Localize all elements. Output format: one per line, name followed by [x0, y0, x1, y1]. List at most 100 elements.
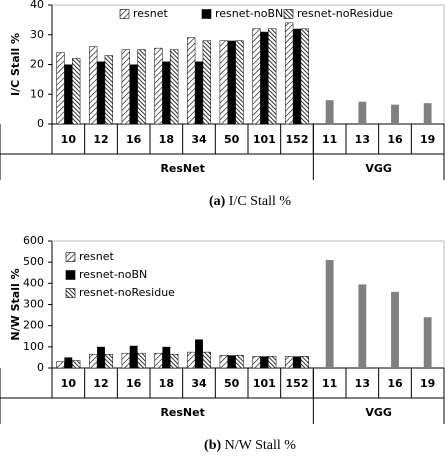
legend-swatch: [119, 9, 130, 19]
bar: [391, 291, 399, 368]
y-tick-label: 500: [23, 255, 44, 268]
caption: (b) N/W Stall %: [204, 438, 296, 453]
bar: [235, 355, 244, 369]
x-tick-label: 152: [286, 133, 309, 146]
bar: [72, 360, 81, 369]
bar: [154, 352, 163, 369]
y-tick-label: 10: [30, 87, 44, 100]
y-tick-label: 100: [23, 340, 44, 353]
bar: [154, 47, 163, 125]
bar: [268, 356, 277, 369]
legend-swatch: [65, 270, 76, 280]
bar: [293, 356, 301, 368]
bar: [300, 356, 310, 369]
x-tick-label: 10: [61, 133, 77, 146]
bar: [227, 355, 236, 368]
x-tick-label: 16: [126, 133, 142, 146]
y-tick-label: 400: [23, 276, 44, 289]
x-tick-label: 19: [420, 377, 435, 390]
y-tick-label: 300: [23, 298, 44, 311]
group-label: ResNet: [160, 406, 204, 419]
legend-label: resnet-noBN: [79, 268, 147, 281]
bar: [391, 104, 399, 124]
bar: [104, 55, 114, 125]
group-label: VGG: [365, 406, 392, 419]
bar: [129, 64, 138, 124]
x-tick-label: 16: [387, 133, 403, 146]
bar: [260, 356, 269, 368]
legend-label: resnet-noResidue: [297, 7, 393, 20]
bar: [423, 103, 432, 124]
x-tick-label: 16: [126, 377, 142, 390]
bar: [284, 356, 294, 369]
bar: [227, 40, 236, 125]
legend-label: resnet: [133, 7, 169, 20]
bar: [260, 31, 269, 124]
x-tick-label: 34: [191, 133, 207, 146]
bar: [186, 351, 196, 369]
x-tick-label: 11: [322, 133, 337, 146]
bar: [97, 346, 105, 368]
bar: [129, 345, 138, 368]
x-tick-label: 50: [224, 377, 240, 390]
bar: [252, 28, 261, 125]
x-tick-label: 12: [93, 133, 108, 146]
bar: [423, 317, 432, 368]
bar: [325, 100, 334, 124]
legend-label: resnet-noResidue: [79, 286, 175, 299]
bar: [235, 40, 244, 125]
bar: [284, 22, 294, 125]
bar: [137, 352, 146, 369]
y-tick-label: 600: [23, 234, 44, 247]
y-tick-label: 0: [37, 117, 44, 130]
bar: [121, 49, 130, 125]
bar: [56, 361, 65, 369]
legend-swatch: [65, 288, 76, 298]
x-tick-label: 13: [355, 377, 370, 390]
x-tick-label: 101: [253, 133, 276, 146]
legend-label: resnet-noBN: [215, 7, 283, 20]
caption-label: (a): [209, 194, 226, 209]
legend-swatch: [201, 9, 212, 19]
y-axis-label: N/W Stall %: [9, 268, 22, 340]
legend-swatch: [283, 9, 294, 19]
bar: [97, 61, 105, 124]
bar: [162, 61, 171, 124]
bar: [162, 346, 171, 368]
y-tick-label: 200: [23, 319, 44, 332]
x-tick-label: 16: [387, 377, 403, 390]
x-tick-label: 13: [355, 133, 370, 146]
x-tick-label: 34: [191, 377, 207, 390]
legend-label: resnet: [79, 250, 115, 263]
bar: [88, 46, 98, 125]
legend-swatch: [65, 252, 76, 262]
bar: [64, 357, 73, 368]
bar: [358, 101, 367, 124]
bar: [300, 28, 310, 125]
caption: (a) I/C Stall %: [209, 194, 291, 209]
group-label: ResNet: [160, 162, 204, 175]
bar: [195, 61, 203, 124]
bar: [121, 352, 130, 369]
bar: [202, 351, 212, 369]
bar: [170, 353, 179, 369]
y-tick-label: 40: [30, 0, 44, 11]
caption-label: (b): [204, 438, 221, 453]
bar: [64, 64, 73, 124]
y-tick-label: 30: [30, 28, 44, 41]
caption-text: N/W Stall %: [225, 438, 297, 453]
bar: [252, 356, 261, 369]
caption-text: I/C Stall %: [229, 194, 292, 209]
bar: [219, 40, 228, 125]
y-tick-label: 0: [37, 361, 44, 374]
y-tick-label: 20: [30, 58, 44, 71]
bar: [56, 52, 65, 125]
bar: [195, 339, 203, 368]
group-label: VGG: [365, 162, 392, 175]
bar: [186, 37, 196, 125]
bar: [170, 49, 179, 125]
bar: [104, 353, 114, 369]
x-tick-label: 152: [286, 377, 309, 390]
x-tick-label: 12: [93, 377, 108, 390]
